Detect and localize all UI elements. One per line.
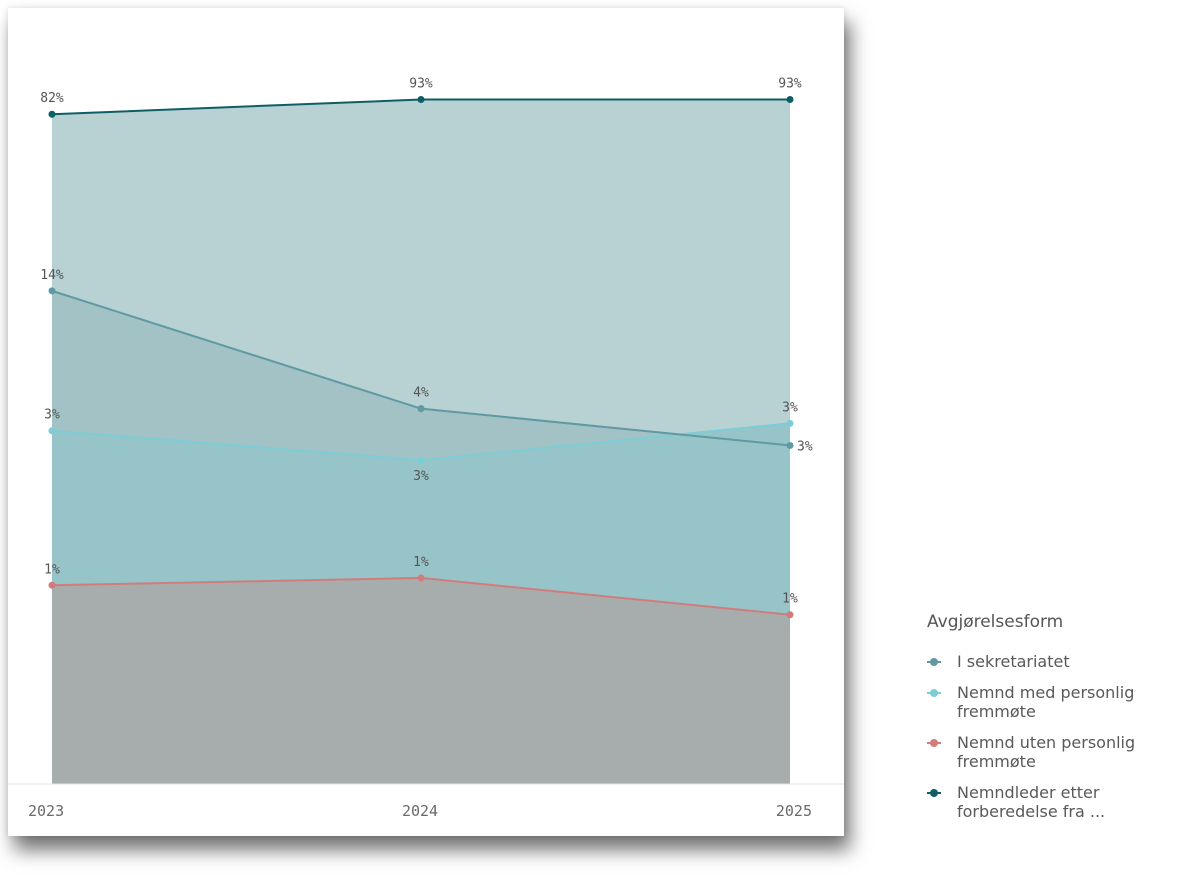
data-label-3-0: 82% bbox=[40, 91, 64, 106]
x-tick-2025: 2025 bbox=[776, 802, 812, 820]
legend-item: I sekretariatet bbox=[927, 652, 1177, 671]
legend-label: Nemnd uten personlig fremmøte bbox=[957, 733, 1135, 771]
legend-label-line: Nemndleder etter bbox=[957, 783, 1100, 802]
legend-label-line: forberedelse fra ... bbox=[957, 802, 1106, 821]
legend-item: Nemndleder etter forberedelse fra ... bbox=[927, 783, 1177, 821]
legend-label-line: I sekretariatet bbox=[957, 652, 1070, 671]
legend-label-line: Nemnd med personlig bbox=[957, 683, 1135, 702]
legend-marker-icon bbox=[927, 686, 941, 700]
legend-marker-icon bbox=[927, 655, 941, 669]
data-label-2-1: 4% bbox=[413, 386, 429, 401]
data-label-3-2: 93% bbox=[778, 77, 802, 92]
data-label-1-0: 3% bbox=[44, 408, 60, 423]
data-label-0-2: 1% bbox=[782, 592, 798, 607]
data-point-1-1 bbox=[417, 456, 425, 464]
legend-items: I sekretariatet Nemnd med personlig fremmø… bbox=[927, 652, 1177, 821]
x-tick-2023: 2023 bbox=[28, 802, 64, 820]
legend-item: Nemnd med personlig fremmøte bbox=[927, 683, 1177, 721]
x-tick-2024: 2024 bbox=[402, 802, 438, 820]
legend-label-line: fremmøte bbox=[957, 752, 1036, 771]
legend-label: Nemnd med personlig fremmøte bbox=[957, 683, 1134, 721]
legend-label: I sekretariatet bbox=[957, 652, 1070, 671]
data-point-2-0 bbox=[48, 287, 56, 295]
legend-marker-icon bbox=[927, 786, 941, 800]
data-point-3-1 bbox=[417, 96, 425, 104]
data-label-1-1: 3% bbox=[413, 469, 429, 484]
legend-label: Nemndleder etter forberedelse fra ... bbox=[957, 783, 1105, 821]
legend-item: Nemnd uten personlig fremmøte bbox=[927, 733, 1177, 771]
data-point-1-2 bbox=[786, 419, 794, 427]
legend-marker-icon bbox=[927, 736, 941, 750]
area-chart: 1% 1% 1% 3% 3% 3% 14% 4% 3% 82% 93% 93% 2023 2024 2025 bbox=[8, 77, 844, 820]
data-label-0-1: 1% bbox=[413, 555, 429, 570]
data-point-2-2 bbox=[786, 441, 794, 449]
data-point-0-1 bbox=[417, 574, 425, 582]
legend-label-line: fremmøte bbox=[957, 702, 1036, 721]
data-label-0-0: 1% bbox=[44, 562, 60, 577]
chart-card: 1% 1% 1% 3% 3% 3% 14% 4% 3% 82% 93% 93% 2023 2024 2025 bbox=[8, 8, 844, 836]
data-label-1-2: 3% bbox=[782, 400, 798, 415]
data-point-2-1 bbox=[417, 405, 425, 413]
legend-label-line: Nemnd uten personlig bbox=[957, 733, 1136, 752]
legend-title: Avgjørelsesform bbox=[927, 612, 1064, 632]
data-label-3-1: 93% bbox=[409, 77, 433, 92]
data-label-2-2: 3% bbox=[797, 439, 813, 454]
data-point-3-2 bbox=[786, 96, 794, 104]
data-point-3-0 bbox=[48, 110, 56, 118]
area-series-0 bbox=[52, 577, 790, 784]
data-point-0-2 bbox=[786, 611, 794, 619]
data-point-1-0 bbox=[48, 427, 56, 435]
data-point-0-0 bbox=[48, 581, 56, 589]
legend: Avgjørelsesform I sekretariatet Nemnd med… bbox=[927, 612, 1177, 833]
data-label-2-0: 14% bbox=[40, 268, 64, 283]
